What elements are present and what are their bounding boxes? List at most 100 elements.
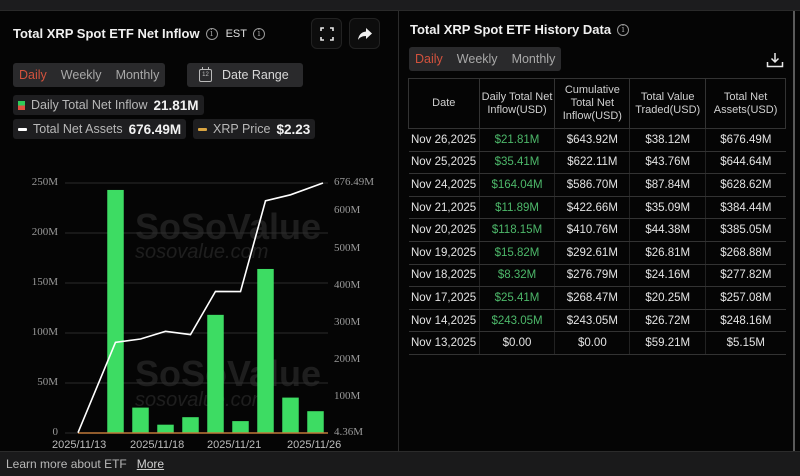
cell-net-assets: $628.62M bbox=[705, 173, 786, 197]
cell-date: Nov 18,2025 bbox=[408, 264, 480, 288]
price-swatch-icon bbox=[198, 127, 207, 131]
table-row: Nov 24,2025 $164.04M $586.70M $87.84M $628.6… bbox=[408, 173, 786, 197]
timezone-info-icon[interactable]: i bbox=[252, 27, 265, 40]
cell-daily-inflow: $118.15M bbox=[478, 218, 555, 242]
tab-daily[interactable]: Daily bbox=[19, 68, 47, 82]
cell-date: Nov 19,2025 bbox=[408, 241, 480, 265]
cell-cumulative-inflow: $643.92M bbox=[554, 128, 630, 152]
tab-weekly[interactable]: Weekly bbox=[60, 68, 102, 82]
legend-net-assets[interactable]: Total Net Assets 676.49M bbox=[13, 119, 187, 139]
cell-net-assets: $257.08M bbox=[705, 286, 786, 310]
table-title: Total XRP Spot ETF History Data i bbox=[410, 22, 630, 37]
y-axis-left-label: 200M bbox=[31, 226, 58, 238]
cell-net-assets: $5.15M bbox=[705, 331, 786, 355]
table-header-row: Date Daily Total Net Inflow(USD) Cumulat… bbox=[408, 78, 786, 129]
history-period-tabs: Daily Weekly Monthly bbox=[409, 47, 562, 71]
footer-text: Learn more about ETF bbox=[6, 457, 127, 471]
share-icon bbox=[357, 27, 372, 40]
table-row: Nov 26,2025 $21.81M $643.92M $38.12M $676.49… bbox=[408, 128, 786, 152]
info-icon[interactable]: i bbox=[617, 23, 630, 36]
cell-daily-inflow: $164.04M bbox=[478, 173, 555, 197]
cell-value-traded: $24.16M bbox=[629, 264, 706, 288]
table-row: Nov 21,2025 $11.89M $422.66M $35.09M $384.44… bbox=[408, 196, 786, 220]
download-icon[interactable] bbox=[766, 52, 784, 68]
cell-net-assets: $384.44M bbox=[705, 196, 786, 220]
info-icon[interactable]: i bbox=[205, 27, 218, 40]
cell-value-traded: $87.84M bbox=[629, 173, 706, 197]
y-axis-right-label: 100M bbox=[334, 390, 361, 403]
cell-date: Nov 24,2025 bbox=[408, 173, 480, 197]
x-axis-label: 2025/11/26 bbox=[287, 439, 342, 451]
cell-date: Nov 26,2025 bbox=[408, 128, 480, 152]
scrollbar[interactable] bbox=[793, 11, 795, 451]
col-date[interactable]: Date bbox=[408, 78, 480, 129]
inflow-chart[interactable]: SoSoValue sosovalue.com SoSoValue sosova… bbox=[0, 161, 398, 451]
y-axis-right-label: 200M bbox=[334, 353, 361, 366]
y-axis-right-label: 400M bbox=[334, 278, 361, 291]
tab-monthly[interactable]: Monthly bbox=[511, 52, 556, 66]
y-axis-left-label: 100M bbox=[31, 326, 58, 338]
inflow-bar bbox=[232, 421, 249, 433]
cell-date: Nov 13,2025 bbox=[408, 331, 480, 355]
line-swatch-icon bbox=[18, 127, 27, 131]
y-axis-right-label: 500M bbox=[334, 241, 361, 254]
top-strip bbox=[0, 0, 800, 11]
x-axis-label: 2025/11/18 bbox=[130, 439, 185, 451]
net-assets-line bbox=[77, 182, 324, 434]
table-row: Nov 25,2025 $35.41M $622.11M $43.76M $644.64… bbox=[408, 151, 786, 175]
date-range-button[interactable]: 12 Date Range bbox=[187, 63, 303, 87]
cell-daily-inflow: $11.89M bbox=[478, 196, 555, 220]
tab-daily[interactable]: Daily bbox=[415, 52, 443, 66]
legend-xrp-price[interactable]: XRP Price $2.23 bbox=[193, 119, 316, 139]
timezone-label: EST bbox=[225, 27, 247, 40]
cell-daily-inflow: $35.41M bbox=[478, 151, 555, 175]
cell-cumulative-inflow: $268.47M bbox=[554, 286, 630, 310]
cell-date: Nov 20,2025 bbox=[408, 218, 480, 242]
cell-value-traded: $44.38M bbox=[629, 218, 706, 242]
y-axis-right-label: 4.36M bbox=[334, 426, 364, 438]
table-row: Nov 17,2025 $25.41M $268.47M $20.25M $257.08… bbox=[408, 286, 786, 310]
cell-cumulative-inflow: $410.76M bbox=[554, 218, 630, 242]
legend-daily-inflow[interactable]: Daily Total Net Inflow 21.81M bbox=[13, 95, 204, 115]
cell-value-traded: $43.76M bbox=[629, 151, 706, 175]
footer: Learn more about ETF More bbox=[0, 451, 800, 476]
y-axis-left-label: 150M bbox=[31, 276, 58, 288]
cell-cumulative-inflow: $586.70M bbox=[554, 173, 630, 197]
y-axis-right-label: 600M bbox=[334, 204, 361, 217]
cell-date: Nov 17,2025 bbox=[408, 286, 480, 310]
cell-net-assets: $268.88M bbox=[705, 241, 786, 265]
cell-cumulative-inflow: $422.66M bbox=[554, 196, 630, 220]
cell-value-traded: $35.09M bbox=[629, 196, 706, 220]
panel-divider bbox=[398, 11, 399, 451]
tab-weekly[interactable]: Weekly bbox=[456, 52, 498, 66]
fullscreen-button[interactable] bbox=[311, 18, 342, 49]
table-row: Nov 18,2025 $8.32M $276.79M $24.16M $277.82M bbox=[408, 264, 786, 288]
cell-daily-inflow: $8.32M bbox=[478, 264, 555, 288]
col-daily-inflow[interactable]: Daily Total Net Inflow(USD) bbox=[478, 78, 556, 129]
cell-daily-inflow: $243.05M bbox=[478, 309, 555, 333]
cell-daily-inflow: $15.82M bbox=[478, 241, 555, 265]
y-axis-right-label: 676.49M bbox=[334, 176, 375, 188]
inflow-bar bbox=[307, 411, 324, 433]
cell-cumulative-inflow: $0.00 bbox=[554, 331, 630, 355]
col-cumulative-inflow[interactable]: Cumulative Total Net Inflow(USD) bbox=[554, 78, 631, 129]
inflow-bar bbox=[132, 407, 149, 433]
history-table: Date Daily Total Net Inflow(USD) Cumulat… bbox=[408, 78, 786, 355]
cell-daily-inflow: $25.41M bbox=[478, 286, 555, 310]
inflow-bar bbox=[157, 424, 174, 433]
cell-date: Nov 25,2025 bbox=[408, 151, 480, 175]
tab-monthly[interactable]: Monthly bbox=[115, 68, 160, 82]
more-link[interactable]: More bbox=[136, 457, 165, 471]
cell-daily-inflow: $21.81M bbox=[478, 128, 555, 152]
cell-net-assets: $248.16M bbox=[705, 309, 786, 333]
table-row: Nov 19,2025 $15.82M $292.61M $26.81M $268.88… bbox=[408, 241, 786, 265]
chart-plot bbox=[65, 182, 328, 434]
inflow-bar bbox=[107, 189, 124, 433]
col-net-assets[interactable]: Total Net Assets(USD) bbox=[705, 78, 786, 129]
y-axis-left-label: 50M bbox=[37, 376, 58, 388]
cell-value-traded: $38.12M bbox=[629, 128, 706, 152]
x-axis-label: 2025/11/21 bbox=[207, 439, 262, 451]
col-value-traded[interactable]: Total Value Traded(USD) bbox=[629, 78, 707, 129]
share-button[interactable] bbox=[349, 18, 380, 49]
cell-date: Nov 21,2025 bbox=[408, 196, 480, 220]
